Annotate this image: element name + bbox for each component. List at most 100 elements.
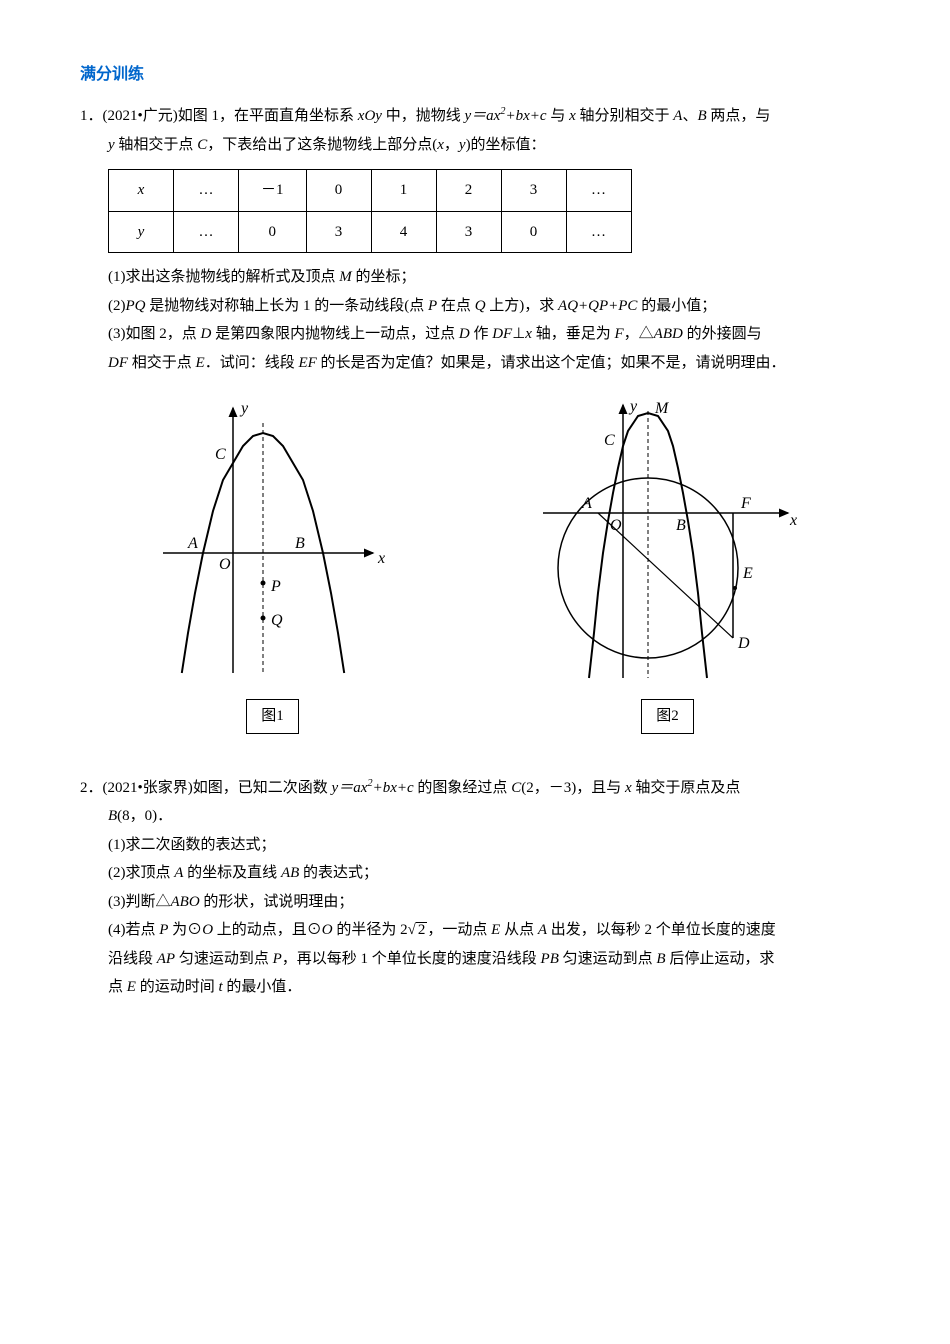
table-row: y … 0 3 4 3 0 …: [109, 211, 632, 253]
lbl-q: Q: [271, 612, 283, 629]
lbl2-o: O: [610, 517, 622, 534]
cell: 2: [436, 170, 501, 212]
cell: x: [109, 170, 174, 212]
t: 相交于点: [128, 355, 196, 371]
lbl-a: A: [187, 535, 198, 552]
p1-q2: (2)PQ 是抛物线对称轴上长为 1 的一条动线段(点 P 在点 Q 上方)，求…: [80, 292, 870, 321]
var-q: Q: [475, 298, 486, 314]
p2-q6: 点 E 的运动时间 t 的最小值．: [80, 973, 870, 1002]
var-x4: x: [625, 780, 632, 796]
t: 点: [108, 979, 127, 995]
t: 的外接圆与: [683, 326, 762, 342]
p1-source: (2021•广元): [103, 108, 178, 124]
p2-stem-line1: 2．(2021•张家界)如图，已知二次函数 y＝ax2+bx+c 的图象经过点 …: [80, 774, 870, 803]
var-o3: O: [322, 922, 333, 938]
t: 轴相交于点: [115, 137, 198, 153]
lbl2-e: E: [742, 565, 753, 582]
t: 的长是否为定值？如果是，请求出这个定值；如果不是，请说明理由．: [317, 355, 786, 371]
p1-stem-line1: 1．(2021•广元)如图 1，在平面直角坐标系 xOy 中，抛物线 y＝ax2…: [80, 102, 870, 131]
lbl2-y: y: [628, 398, 638, 415]
sqrt-icon: √: [408, 922, 416, 938]
t: 匀速运动到点: [175, 951, 273, 967]
figure-1-svg: C A O B P Q x y: [143, 393, 403, 693]
var-b3: B: [656, 951, 665, 967]
p1-q3: (3)如图 2，点 D 是第四象限内抛物线上一动点，过点 D 作 DF⊥x 轴，…: [80, 320, 870, 349]
t: (3)如图 2，点: [108, 326, 201, 342]
var-p: P: [428, 298, 437, 314]
eq2: y＝ax2+bx+c: [332, 780, 414, 796]
cell: 3: [501, 170, 566, 212]
cell: …: [174, 211, 239, 253]
t: 轴交于原点及点: [632, 780, 741, 796]
var-df2: DF: [108, 355, 128, 371]
lbl2-d: D: [737, 635, 750, 652]
lbl2-a: A: [581, 495, 592, 512]
t: 作: [470, 326, 493, 342]
var-y: y: [108, 137, 115, 153]
var-m: M: [339, 269, 352, 285]
t: 沿线段: [108, 951, 157, 967]
t: ，: [444, 137, 459, 153]
var-df: DF: [492, 326, 512, 342]
var-b2: B: [108, 808, 117, 824]
t: 两点，与: [707, 108, 771, 124]
p2-q4: (4)若点 P 为⊙O 上的动点，且⊙O 的半径为 2√2，一动点 E 从点 A…: [80, 916, 870, 945]
var-sum: AQ+QP+PC: [558, 298, 637, 314]
p1-number: 1．: [80, 108, 103, 124]
p1-q1: (1)求出这条抛物线的解析式及顶点 M 的坐标；: [80, 263, 870, 292]
var-ap: AP: [157, 951, 175, 967]
var-x2: x: [437, 137, 444, 153]
problem-1: 1．(2021•广元)如图 1，在平面直角坐标系 xOy 中，抛物线 y＝ax2…: [80, 102, 870, 734]
cell: 1: [371, 170, 436, 212]
lbl-p: P: [270, 578, 281, 595]
t: 、: [682, 108, 697, 124]
t: 的坐标；: [352, 269, 416, 285]
var-f: F: [614, 326, 623, 342]
t: 轴，垂足为: [532, 326, 615, 342]
var-y2: y: [459, 137, 466, 153]
t: (4)若点: [108, 922, 159, 938]
t: (1)求出这条抛物线的解析式及顶点: [108, 269, 339, 285]
p2-stem-line2: B(8，0)．: [80, 802, 870, 831]
var-x3: x: [525, 326, 532, 342]
p2-source: (2021•张家界): [103, 780, 193, 796]
cell: y: [109, 211, 174, 253]
p2-q3: (3)判断△ABO 的形状，试说明理由；: [80, 888, 870, 917]
t: (2，－3)，且与: [521, 780, 625, 796]
var-a3: A: [538, 922, 547, 938]
problem-2: 2．(2021•张家界)如图，已知二次函数 y＝ax2+bx+c 的图象经过点 …: [80, 774, 870, 1002]
t: 在点: [437, 298, 475, 314]
p2-number: 2．: [80, 780, 103, 796]
lbl-c: C: [215, 446, 226, 463]
t: 上的动点，且⊙: [213, 922, 322, 938]
t: 的最小值；: [637, 298, 716, 314]
lbl2-x: x: [789, 512, 797, 529]
var-abo: ABO: [171, 894, 200, 910]
t: 如图 1，在平面直角坐标系: [178, 108, 358, 124]
t: ，再以每秒 1 个单位长度的速度沿线段: [282, 951, 541, 967]
t: )的坐标值：: [466, 137, 546, 153]
t: 出发，以每秒 2 个单位长度的速度: [547, 922, 776, 938]
var-d2: D: [459, 326, 470, 342]
t: (8，0)．: [117, 808, 172, 824]
t: ．试问：线段: [205, 355, 299, 371]
var-x: x: [569, 108, 576, 124]
cell: …: [566, 211, 631, 253]
figure-2-label: 图2: [641, 699, 694, 734]
p2-q1: (1)求二次函数的表达式；: [80, 831, 870, 860]
lbl-b: B: [295, 535, 305, 552]
cell: 3: [306, 211, 371, 253]
var-e2: E: [491, 922, 500, 938]
figure-2-svg: M C A O B F E D x y: [528, 393, 808, 693]
t: 与: [547, 108, 570, 124]
p1-data-table: x … －1 0 1 2 3 … y … 0 3 4 3 0 …: [108, 169, 632, 253]
var-o2: O: [202, 922, 213, 938]
t: (3)判断△: [108, 894, 171, 910]
var-c: C: [197, 137, 207, 153]
lbl2-c: C: [604, 432, 615, 449]
var-abd: ABD: [654, 326, 683, 342]
t: 如图，已知二次函数: [193, 780, 332, 796]
t: 上方)，求: [486, 298, 559, 314]
var-e: E: [196, 355, 205, 371]
lbl-y: y: [239, 400, 249, 417]
